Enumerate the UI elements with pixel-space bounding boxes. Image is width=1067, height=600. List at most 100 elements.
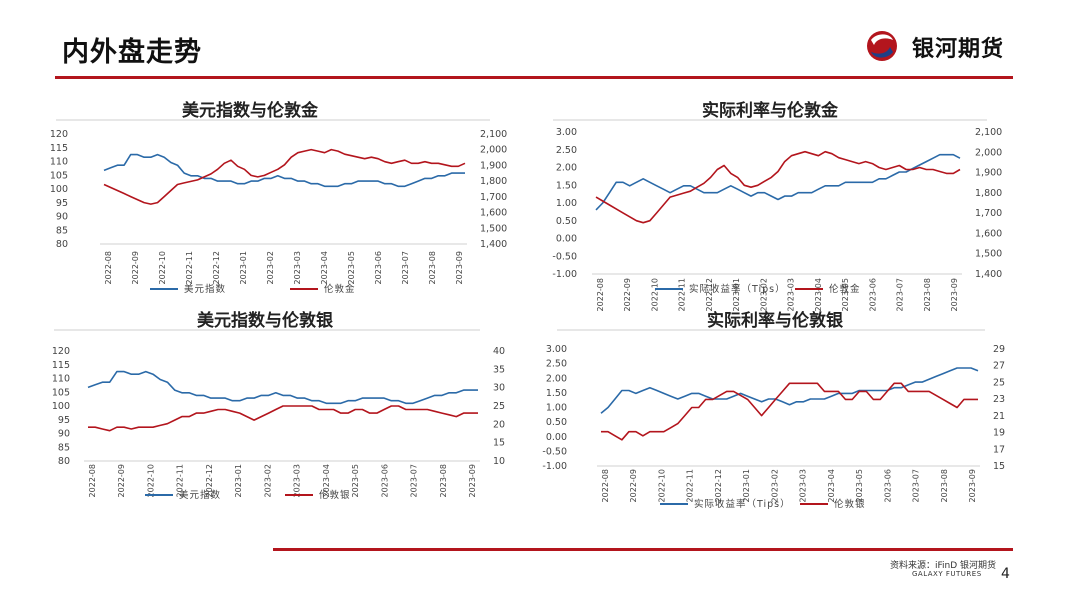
chart-title: 美元指数与伦敦银 bbox=[197, 310, 334, 331]
x-tick-label: 2023-03 bbox=[293, 464, 302, 497]
y-left-tick-label: 2.50 bbox=[556, 145, 577, 156]
x-tick-label: 2023-06 bbox=[883, 469, 892, 502]
y-right-tick-label: 1,400 bbox=[975, 269, 1002, 280]
x-tick-label: 2022-08 bbox=[104, 251, 113, 284]
x-tick-label: 2022-08 bbox=[596, 278, 605, 311]
y-left-tick-label: 100 bbox=[52, 401, 70, 412]
series-line-1 bbox=[595, 153, 961, 211]
y-right-tick-label: 1,900 bbox=[975, 168, 1002, 179]
y-left-tick-label: 105 bbox=[52, 387, 70, 398]
legend-label: 美元指数 bbox=[184, 283, 226, 295]
x-tick-label: 2023-06 bbox=[380, 464, 389, 497]
y-right-tick-label: 15 bbox=[993, 461, 1005, 472]
y-left-tick-label: 2.00 bbox=[546, 373, 567, 384]
x-tick-label: 2023-06 bbox=[868, 278, 877, 311]
galaxy-futures-logo-icon bbox=[867, 31, 897, 61]
legend-label: 伦敦金 bbox=[324, 283, 356, 295]
header-divider bbox=[55, 76, 1013, 79]
x-tick-label: 2023-04 bbox=[320, 251, 329, 284]
y-left-tick-label: 80 bbox=[58, 456, 70, 467]
x-tick-label: 2023-07 bbox=[410, 464, 419, 497]
x-tick-label: 2022-11 bbox=[176, 464, 185, 497]
y-left-tick-label: 95 bbox=[58, 415, 70, 426]
x-tick-label: 2023-05 bbox=[347, 251, 356, 284]
y-right-tick-label: 1,600 bbox=[975, 228, 1002, 239]
y-left-tick-label: -1.00 bbox=[552, 269, 577, 280]
x-tick-label: 2022-09 bbox=[131, 251, 140, 284]
x-tick-label: 2023-01 bbox=[732, 278, 741, 311]
x-tick-label: 2023-09 bbox=[455, 251, 464, 284]
x-tick-label: 2023-04 bbox=[814, 278, 823, 311]
y-left-tick-label: 1.50 bbox=[556, 180, 577, 191]
y-left-tick-label: 90 bbox=[56, 212, 68, 223]
source-note: 资料来源：iFinD 银河期货 bbox=[890, 561, 997, 571]
y-left-tick-label: 120 bbox=[52, 346, 70, 357]
y-left-tick-label: 115 bbox=[50, 143, 68, 154]
x-tick-label: 2023-08 bbox=[439, 464, 448, 497]
series-line-2 bbox=[595, 150, 961, 224]
y-left-tick-label: 95 bbox=[56, 198, 68, 209]
x-tick-label: 2022-11 bbox=[185, 251, 194, 284]
footer-divider bbox=[273, 548, 1013, 551]
y-left-tick-label: 3.00 bbox=[546, 344, 567, 355]
y-right-tick-label: 2,000 bbox=[975, 147, 1002, 158]
y-right-tick-label: 2,100 bbox=[480, 129, 507, 140]
y-right-tick-label: 2,000 bbox=[480, 145, 507, 156]
x-tick-label: 2023-07 bbox=[912, 469, 921, 502]
x-tick-label: 2023-05 bbox=[855, 469, 864, 502]
x-tick-label: 2022-09 bbox=[623, 278, 632, 311]
y-right-tick-label: 30 bbox=[493, 383, 505, 394]
y-right-tick-label: 2,100 bbox=[975, 127, 1002, 138]
x-tick-label: 2023-05 bbox=[841, 278, 850, 311]
y-right-tick-label: 40 bbox=[493, 346, 505, 357]
legend-label: 实际收益率（Tips） bbox=[694, 498, 791, 510]
y-left-tick-label: 1.50 bbox=[546, 388, 567, 399]
x-tick-label: 2023-07 bbox=[896, 278, 905, 311]
page-number: 4 bbox=[1001, 566, 1010, 582]
y-left-tick-label: 0.00 bbox=[546, 432, 567, 443]
y-right-tick-label: 1,800 bbox=[975, 188, 1002, 199]
y-right-tick-label: 29 bbox=[993, 344, 1005, 355]
y-right-tick-label: 1,600 bbox=[480, 208, 507, 219]
y-left-tick-label: 2.00 bbox=[556, 163, 577, 174]
y-left-tick-label: 110 bbox=[52, 374, 70, 385]
legend-label: 伦敦银 bbox=[319, 489, 351, 501]
legend-label: 伦敦金 bbox=[829, 283, 861, 295]
x-tick-label: 2022-10 bbox=[147, 464, 156, 497]
legend-label: 实际收益率（Tips） bbox=[689, 283, 786, 295]
legend-label: 伦敦银 bbox=[834, 498, 866, 510]
y-left-tick-label: 90 bbox=[58, 429, 70, 440]
series-line-1 bbox=[103, 153, 465, 188]
x-tick-label: 2022-09 bbox=[117, 464, 126, 497]
y-right-tick-label: 25 bbox=[993, 377, 1005, 388]
x-tick-label: 2022-12 bbox=[205, 464, 214, 497]
x-tick-label: 2023-01 bbox=[239, 251, 248, 284]
y-left-tick-label: 0.50 bbox=[556, 216, 577, 227]
y-right-tick-label: 1,800 bbox=[480, 176, 507, 187]
y-left-tick-label: 115 bbox=[52, 360, 70, 371]
series-line-2 bbox=[103, 148, 466, 205]
x-tick-label: 2022-12 bbox=[714, 469, 723, 502]
x-tick-label: 2023-04 bbox=[322, 464, 331, 497]
chart-title: 美元指数与伦敦金 bbox=[182, 100, 319, 121]
x-tick-label: 2023-03 bbox=[787, 278, 796, 311]
x-tick-label: 2022-11 bbox=[678, 278, 687, 311]
y-right-tick-label: 1,400 bbox=[480, 239, 507, 250]
y-right-tick-label: 19 bbox=[993, 428, 1005, 439]
x-tick-label: 2022-10 bbox=[158, 251, 167, 284]
y-right-tick-label: 1,500 bbox=[975, 249, 1002, 260]
x-tick-label: 2023-02 bbox=[263, 464, 272, 497]
chart-title: 实际利率与伦敦银 bbox=[707, 310, 844, 331]
x-tick-label: 2023-07 bbox=[401, 251, 410, 284]
x-tick-label: 2022-12 bbox=[705, 278, 714, 311]
y-left-tick-label: 1.00 bbox=[556, 198, 577, 209]
x-tick-label: 2023-02 bbox=[759, 278, 768, 311]
chart-silver-dollar-index: 美元指数与伦敦银 120 115 110 105 100 95 90 85 80 40 35 30 25 2… bbox=[52, 310, 505, 501]
source-note-sub: GALAXY FUTURES bbox=[912, 570, 982, 578]
x-tick-label: 2022-09 bbox=[629, 469, 638, 502]
y-right-tick-label: 15 bbox=[493, 438, 505, 449]
x-tick-label: 2023-09 bbox=[968, 469, 977, 502]
x-tick-label: 2023-03 bbox=[293, 251, 302, 284]
x-tick-label: 2023-08 bbox=[428, 251, 437, 284]
y-right-tick-label: 17 bbox=[993, 444, 1005, 455]
